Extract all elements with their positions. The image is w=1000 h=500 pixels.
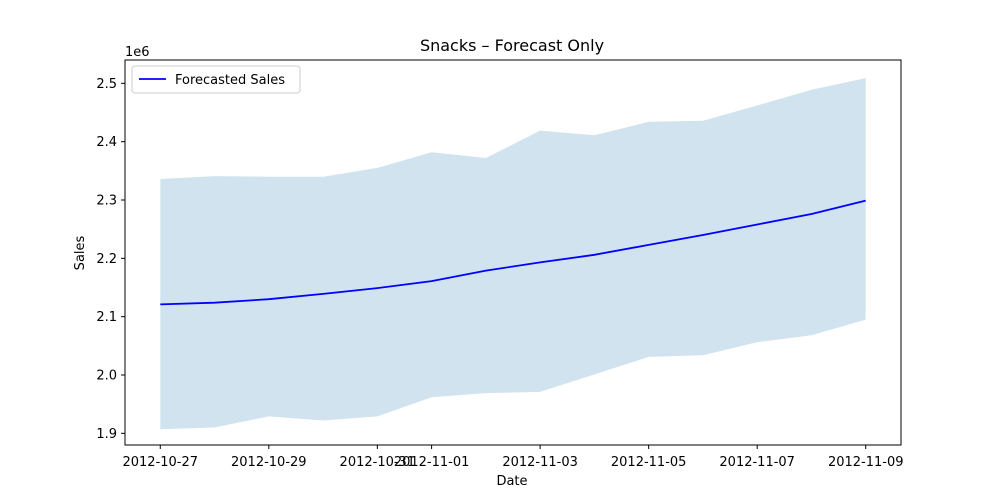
legend-label: Forecasted Sales <box>175 73 285 88</box>
y-axis-label: Sales <box>73 235 88 270</box>
y-tick-label: 2.1 <box>96 310 117 325</box>
y-tick-label: 2.3 <box>96 194 117 209</box>
legend-box <box>131 65 301 94</box>
y-tick-label: 2.2 <box>96 252 117 267</box>
x-tick-label: 2012-11-07 <box>719 455 795 470</box>
x-axis-label: Date <box>496 474 527 489</box>
x-tick-label: 2012-10-31 <box>340 455 416 470</box>
x-tick-label: 2012-11-01 <box>394 455 470 470</box>
y-tick-label: 2.0 <box>96 369 117 384</box>
series-line-0 <box>160 199 866 306</box>
x-tick-label: 2012-10-27 <box>122 455 198 470</box>
plot-frame <box>124 59 902 446</box>
y-tick-label: 2.5 <box>96 77 117 92</box>
x-tick-label: 2012-10-29 <box>231 455 307 470</box>
y-tick-label: 2.4 <box>96 135 117 150</box>
y-offset-text: 1e6 <box>125 45 150 60</box>
x-tick-label: 2012-11-09 <box>828 455 904 470</box>
chart-title: Snacks – Forecast Only <box>420 36 604 55</box>
x-tick-label: 2012-11-03 <box>502 455 578 470</box>
confidence-band-0 <box>160 78 866 430</box>
legend: Forecasted Sales <box>131 65 301 94</box>
x-tick-label: 2012-11-05 <box>611 455 687 470</box>
y-tick-label: 1.9 <box>96 427 117 442</box>
